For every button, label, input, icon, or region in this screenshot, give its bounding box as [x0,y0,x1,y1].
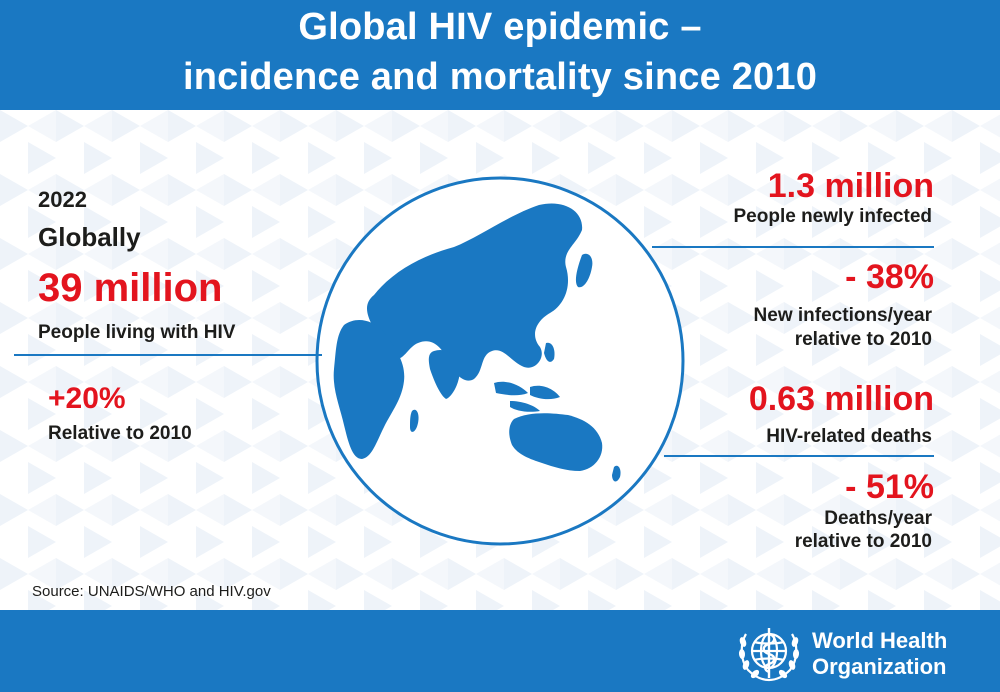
madagascar-landmass [410,409,419,432]
page-title-line-1: Global HIV epidemic – [298,6,702,48]
new-infections-value: 1.3 million [767,167,934,205]
deaths-change-label-1: Deaths/year [824,508,932,529]
new-infections-change-value: - 38% [845,258,934,296]
new-infections-change-label-1: New infections/year [753,305,932,326]
header-banner: Global HIV epidemic – incidence and mort… [0,0,1000,110]
deaths-change-value: - 51% [845,468,934,506]
who-logo-line-1: World Health [812,628,948,653]
who-logo-line-2: Organization [812,654,947,679]
who-emblem-icon [738,628,800,682]
page-title-line-2: incidence and mortality since 2010 [182,56,818,98]
deaths-change-label-2: relative to 2010 [794,531,932,552]
new-zealand-landmass [612,465,621,482]
footer-banner [0,610,1000,692]
people-living-change-label: Relative to 2010 [48,423,192,444]
australia-landmass [509,413,603,471]
new-infections-label: People newly infected [733,206,933,227]
philippines-landmass [544,342,555,362]
right-divider-line-bottom [664,455,934,457]
new-infections-change-label-2: relative to 2010 [794,329,932,350]
globe-illustration [315,176,685,546]
people-living-change-value: +20% [48,382,126,415]
right-divider-line-top [652,246,934,248]
africa-landmass [333,320,405,459]
who-logo-text: World Health Organization [812,628,947,680]
people-living-value: 39 million [38,266,223,310]
japan-landmass [575,253,593,288]
scope-label: Globally [38,222,141,252]
source-note: Source: UNAIDS/WHO and HIV.gov [32,583,271,600]
left-divider-line [14,354,322,356]
deaths-value: 0.63 million [748,380,934,418]
indonesia-landmass [494,381,560,412]
eurasia-landmass [367,203,583,381]
year-label: 2022 [38,187,87,212]
people-living-label: People living with HIV [38,322,236,343]
india-landmass [428,349,460,399]
deaths-label: HIV-related deaths [766,426,932,447]
